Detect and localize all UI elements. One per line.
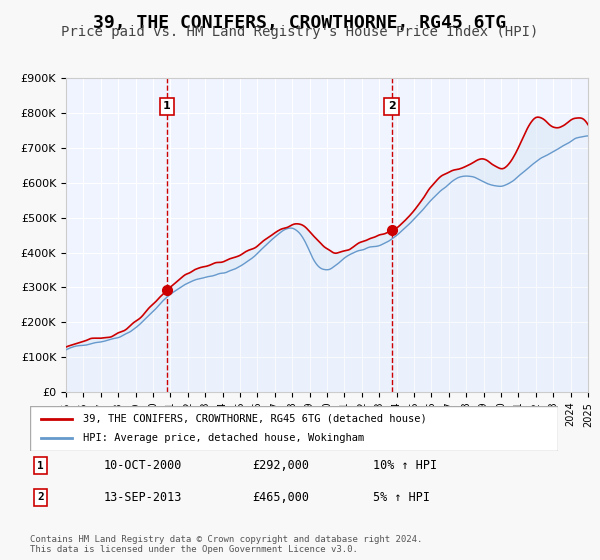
- Text: 10-OCT-2000: 10-OCT-2000: [104, 459, 182, 472]
- Text: Contains HM Land Registry data © Crown copyright and database right 2024.
This d: Contains HM Land Registry data © Crown c…: [30, 535, 422, 554]
- Text: 5% ↑ HPI: 5% ↑ HPI: [373, 491, 430, 504]
- Text: £465,000: £465,000: [252, 491, 309, 504]
- Text: 10% ↑ HPI: 10% ↑ HPI: [373, 459, 437, 472]
- Text: £292,000: £292,000: [252, 459, 309, 472]
- Text: 39, THE CONIFERS, CROWTHORNE, RG45 6TG (detached house): 39, THE CONIFERS, CROWTHORNE, RG45 6TG (…: [83, 413, 427, 423]
- Text: 2: 2: [37, 492, 44, 502]
- FancyBboxPatch shape: [30, 406, 558, 451]
- Text: Price paid vs. HM Land Registry's House Price Index (HPI): Price paid vs. HM Land Registry's House …: [61, 25, 539, 39]
- Text: HPI: Average price, detached house, Wokingham: HPI: Average price, detached house, Woki…: [83, 433, 364, 444]
- Text: 1: 1: [37, 461, 44, 471]
- Text: 39, THE CONIFERS, CROWTHORNE, RG45 6TG: 39, THE CONIFERS, CROWTHORNE, RG45 6TG: [94, 14, 506, 32]
- Text: 13-SEP-2013: 13-SEP-2013: [104, 491, 182, 504]
- Text: 2: 2: [388, 101, 395, 111]
- Text: 1: 1: [163, 101, 170, 111]
